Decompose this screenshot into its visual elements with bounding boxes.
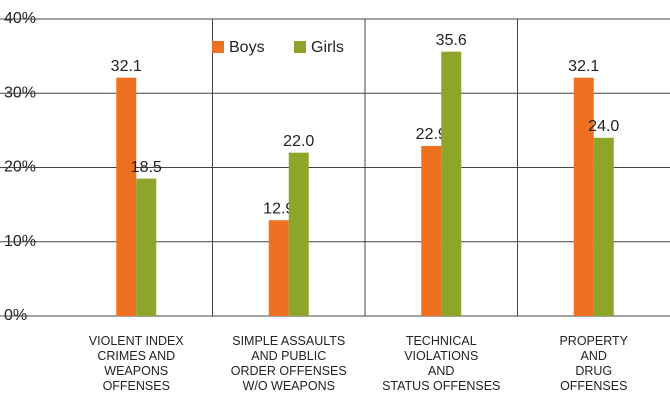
bar — [116, 77, 137, 316]
value-label: 24.0 — [588, 118, 619, 135]
bar — [441, 51, 462, 317]
legend-swatch — [294, 41, 306, 53]
bar — [136, 178, 157, 316]
x-tick-label: PROPERTY AND DRUG OFFENSES — [559, 334, 629, 393]
value-label: 22.9 — [416, 126, 447, 143]
bar — [288, 152, 309, 316]
value-label: 32.1 — [111, 58, 142, 75]
legend-label: Boys — [229, 39, 265, 56]
legend-label: Girls — [311, 39, 344, 56]
value-label: 18.5 — [131, 159, 162, 176]
value-label: 22.0 — [283, 133, 314, 150]
value-label: 35.6 — [436, 32, 467, 49]
x-tick-label: VIOLENT INDEX CRIMES AND WEAPONS OFFENSE… — [88, 334, 184, 393]
bar — [573, 77, 594, 316]
x-tick-label: SIMPLE ASSAULTS AND PUBLIC ORDER OFFENSE… — [230, 334, 347, 393]
legend-swatch — [212, 41, 224, 53]
bar — [593, 137, 614, 316]
bar — [268, 220, 289, 316]
x-tick-label: TECHNICAL VIOLATIONS AND STATUS OFFENSES — [382, 334, 501, 393]
value-label: 32.1 — [568, 58, 599, 75]
bar — [421, 145, 442, 316]
value-label: 12.9 — [263, 200, 294, 217]
